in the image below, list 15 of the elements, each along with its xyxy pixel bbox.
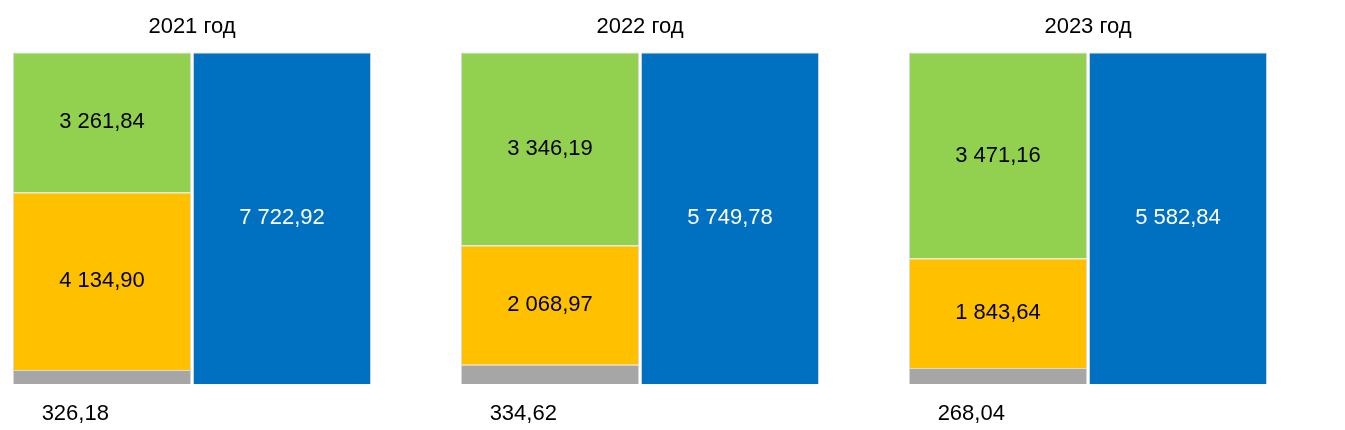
data-label: 7 722,92	[239, 204, 325, 230]
chart-title: 2022 год	[596, 13, 684, 39]
data-label: 3 471,16	[955, 141, 1041, 167]
data-label: 334,62	[489, 400, 557, 426]
data-label: 1 843,64	[955, 299, 1041, 325]
data-label: 326,18	[41, 400, 109, 426]
chart-title: 2023 год	[1044, 13, 1132, 39]
data-label: 2 068,97	[507, 291, 593, 317]
data-label: 5 582,84	[1135, 204, 1221, 230]
data-label: 4 134,90	[59, 267, 145, 293]
chart-title: 2021 год	[148, 13, 236, 39]
data-label: 268,04	[937, 400, 1005, 426]
data-label: 3 261,84	[59, 108, 145, 134]
data-label: 5 749,78	[687, 204, 773, 230]
data-label: 3 346,19	[507, 134, 593, 160]
